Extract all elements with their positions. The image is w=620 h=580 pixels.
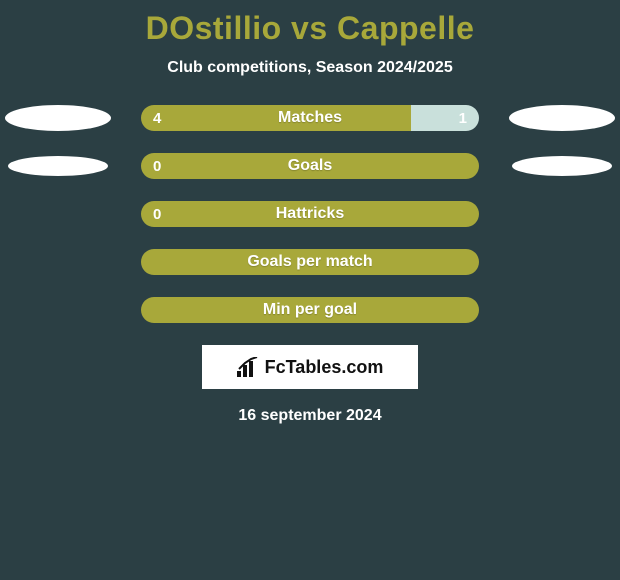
stats-container: Matches41 Goals0 Hattricks0 Goals per match… [0, 105, 620, 323]
stat-bar: Hattricks0 [141, 201, 479, 227]
bar-left-segment [141, 201, 479, 227]
right-oval [512, 156, 612, 176]
stat-row: Min per goal [0, 297, 620, 323]
page-title: DOstillio vs Cappelle [0, 0, 620, 47]
stat-row: Matches41 [0, 105, 620, 131]
stat-row: Hattricks0 [0, 201, 620, 227]
bar-left-segment [141, 105, 411, 131]
stat-bar: Goals per match [141, 249, 479, 275]
logo-text: FcTables.com [265, 357, 384, 378]
logo-box: FcTables.com [202, 345, 418, 389]
date-label: 16 september 2024 [0, 407, 620, 425]
left-oval [5, 105, 111, 131]
stat-bar: Min per goal [141, 297, 479, 323]
bar-left-segment [141, 153, 479, 179]
bar-left-segment [141, 297, 479, 323]
stat-row: Goals0 [0, 153, 620, 179]
bar-left-segment [141, 249, 479, 275]
right-oval [509, 105, 615, 131]
logo-chart-icon [237, 357, 259, 377]
left-oval [8, 156, 108, 176]
stat-bar: Matches41 [141, 105, 479, 131]
stat-bar: Goals0 [141, 153, 479, 179]
subtitle: Club competitions, Season 2024/2025 [0, 59, 620, 77]
stat-row: Goals per match [0, 249, 620, 275]
bar-right-segment [411, 105, 479, 131]
